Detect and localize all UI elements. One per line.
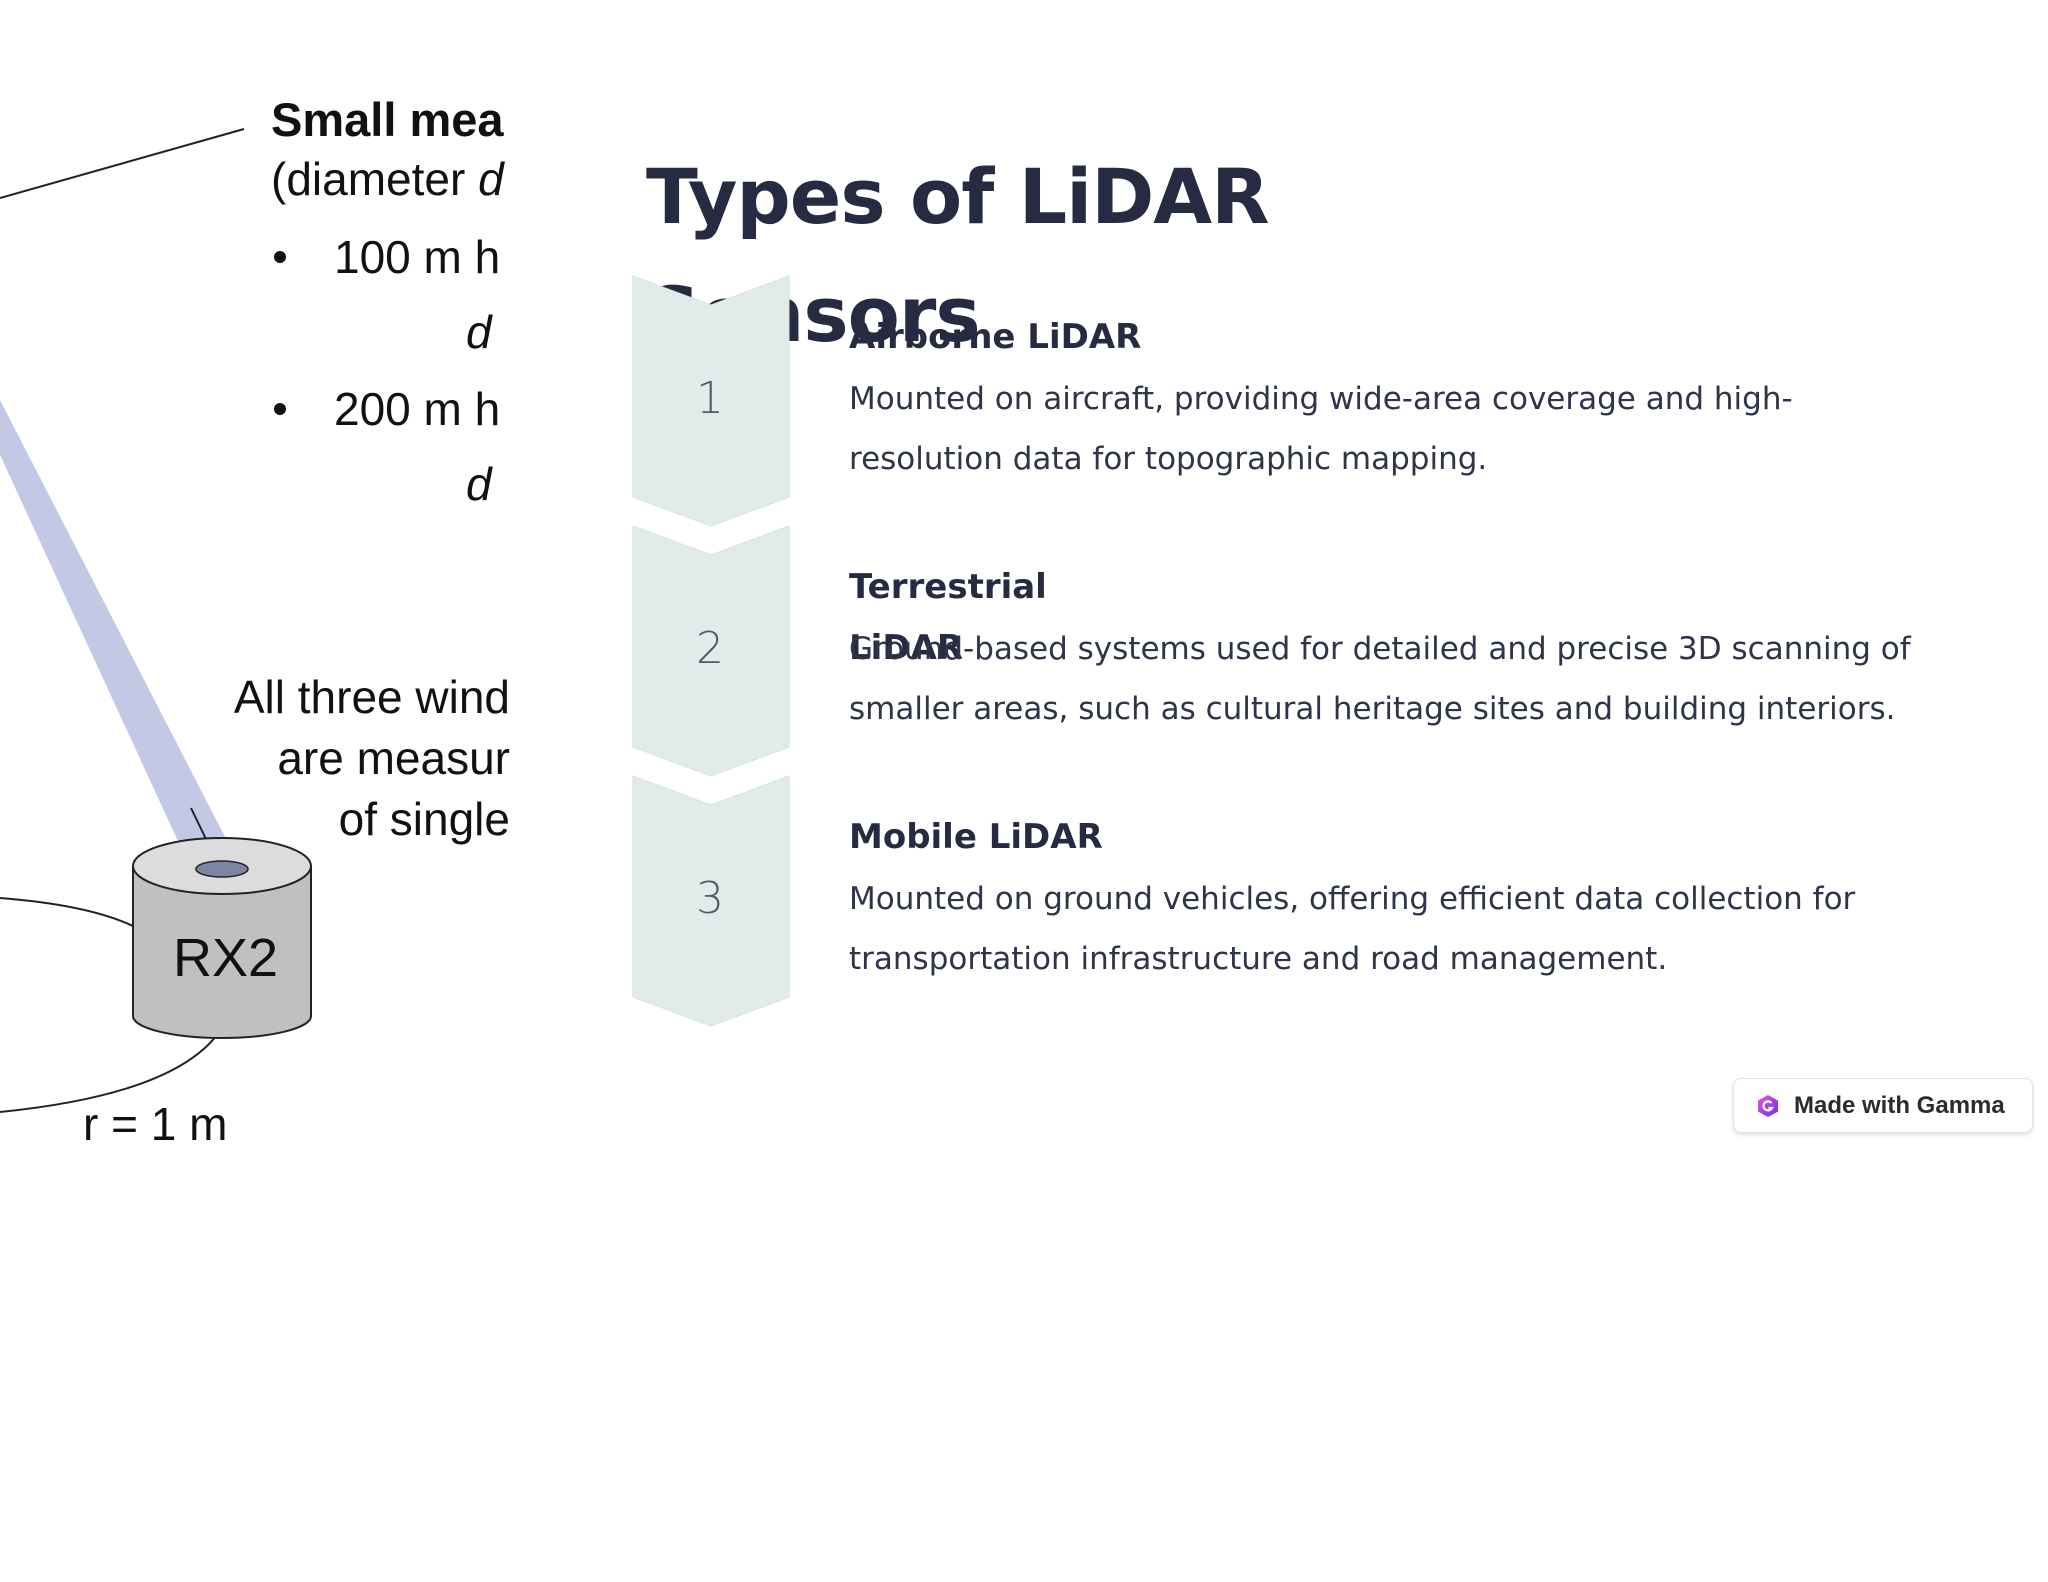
diagram-subtitle-var: d xyxy=(478,153,504,205)
diagram-bullet-2-formula: d xyxy=(466,458,492,510)
lidar-diagram-image: Small mea (diameter d 100 m h d 200 m h … xyxy=(0,0,515,1180)
step-2-number: 2 xyxy=(696,623,724,674)
step-3-description: Mounted on ground vehicles, offering eff… xyxy=(849,881,1856,977)
step-3-number: 3 xyxy=(696,873,724,924)
bullet-dot xyxy=(274,251,286,263)
step-3-chevron-shape xyxy=(632,775,790,1027)
diagram-note-line: are measur xyxy=(277,732,510,784)
step-2-title: Terrestrial LiDAR xyxy=(849,567,1047,668)
receiver-label: RX2 xyxy=(173,928,279,988)
page-title: Types of LiDAR Sensors xyxy=(646,152,1270,359)
step-1-description: Mounted on aircraft, providing wide-area… xyxy=(849,381,1793,477)
radius-label: r = 1 m xyxy=(83,1098,228,1150)
diagram-subtitle: (diameter d xyxy=(271,152,504,206)
step-1-number: 1 xyxy=(696,373,724,424)
diagram-title: Small mea xyxy=(271,93,504,146)
bullet-dot xyxy=(274,403,286,415)
diagram-subtitle-text: (diameter xyxy=(271,153,466,205)
diagram-note-line: of single xyxy=(338,793,510,845)
gamma-logo-icon xyxy=(1758,1094,1778,1117)
diagram-note: All three wind are measur of single xyxy=(234,667,510,850)
step-3-title: Mobile LiDAR xyxy=(849,817,1103,857)
step-1-chevron-shape xyxy=(632,275,790,527)
step-1-title: Airborne LiDAR xyxy=(849,317,1142,357)
diagram-note-line: All three wind xyxy=(233,671,510,723)
diagram-bullet-2: 200 m h xyxy=(334,383,501,435)
made-with-gamma-badge[interactable]: Made with Gamma xyxy=(1733,1078,2033,1133)
diagram-bullet-1: 100 m h xyxy=(334,231,501,283)
diagram-bullet-1-formula: d xyxy=(466,306,492,358)
step-2-description: Ground-based systems used for detailed a… xyxy=(849,631,1911,727)
step-2-chevron-shape xyxy=(632,525,790,777)
badge-label: Made with Gamma xyxy=(1794,1091,2005,1119)
diagram-drawing xyxy=(0,128,312,1113)
